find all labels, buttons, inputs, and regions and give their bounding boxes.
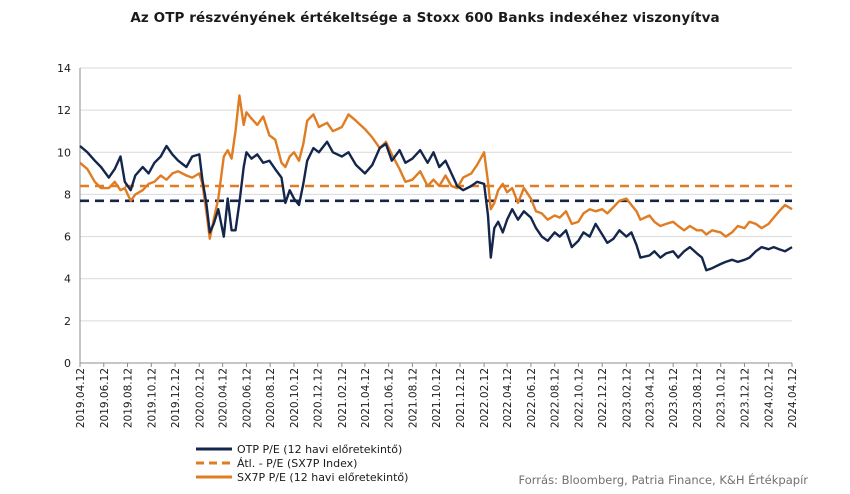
legend: OTP P/E (12 havi előretekintő)Átl. - P/E… [196, 443, 408, 484]
x-tick-label: 2022.10.12 [573, 368, 585, 428]
x-tick-label: 2021.02.12 [337, 368, 349, 428]
x-tick-label: 2020.02.12 [194, 368, 206, 428]
x-tick-label: 2021.10.12 [431, 368, 443, 428]
y-tick-label: 4 [64, 273, 71, 286]
x-tick-label: 2022.06.12 [526, 368, 538, 428]
x-tick-label: 2020.08.12 [265, 368, 277, 428]
x-tick-label: 2022.08.12 [550, 368, 562, 428]
x-tick-label: 2020.10.12 [289, 368, 301, 428]
x-tick-label: 2019.04.12 [75, 368, 87, 428]
x-tick-label: 2022.04.12 [502, 368, 514, 428]
y-tick-label: 10 [57, 146, 71, 159]
y-tick-label: 12 [57, 104, 71, 117]
series-lines [79, 94, 793, 272]
x-tick-label: 2022.12.12 [597, 368, 609, 428]
x-tick-label: 2020.12.12 [313, 368, 325, 428]
y-tick-label: 8 [64, 188, 71, 201]
x-axis-ticks: 2019.04.12 2019.06.12 2019.08.12 2019.10.12… [75, 368, 799, 428]
y-tick-label: 14 [57, 62, 71, 75]
gridlines [80, 67, 792, 322]
x-tick-label: 2021.12.12 [455, 368, 467, 428]
x-tick-label: 2020.04.12 [218, 368, 230, 428]
x-tick-label: 2019.10.12 [146, 368, 158, 428]
x-tick-label: 2024.04.12 [787, 368, 799, 428]
x-tick-label: 2021.04.12 [360, 368, 372, 428]
x-tick-label: 2019.08.12 [123, 368, 135, 428]
y-tick-label: 2 [64, 315, 71, 328]
x-tick-label: 2023.06.12 [668, 368, 680, 428]
axes [79, 68, 793, 367]
y-axis-ticks: 0 2 4 6 8 10 12 14 [57, 62, 71, 370]
chart-title: Az OTP részvényének értékeltsége a Stoxx… [130, 10, 720, 26]
x-tick-label: 2020.06.12 [241, 368, 253, 428]
x-tick-label: 2019.06.12 [99, 368, 111, 428]
x-tick-label: 2024.02.12 [764, 368, 776, 428]
legend-label: SX7P P/E (12 havi előretekintő) [237, 471, 408, 484]
source-note: Forrás: Bloomberg, Patria Finance, K&H É… [518, 473, 808, 487]
x-tick-label: 2021.08.12 [407, 368, 419, 428]
x-tick-label: 2023.12.12 [739, 368, 751, 428]
x-tick-label: 2023.04.12 [644, 368, 656, 428]
x-tick-label: 2021.06.12 [384, 368, 396, 428]
series-line-otp [79, 140, 793, 272]
legend-label: Átl. - P/E (SX7P Index) [237, 457, 357, 470]
x-tick-label: 2023.02.12 [621, 368, 633, 428]
legend-label: OTP P/E (12 havi előretekintő) [237, 443, 402, 456]
x-tick-label: 2023.08.12 [692, 368, 704, 428]
x-tick-label: 2019.12.12 [170, 368, 182, 428]
y-tick-label: 6 [64, 231, 71, 244]
x-tick-label: 2022.02.12 [479, 368, 491, 428]
x-tick-label: 2023.10.12 [716, 368, 728, 428]
y-tick-label: 0 [64, 357, 71, 370]
